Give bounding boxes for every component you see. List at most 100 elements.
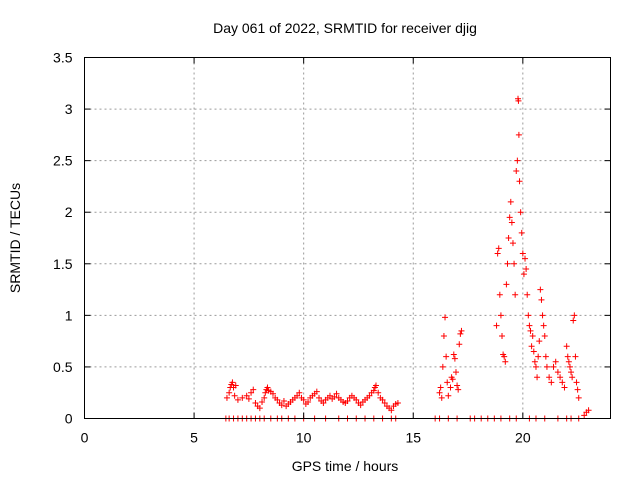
data-point xyxy=(530,348,537,355)
data-point xyxy=(503,281,510,288)
data-point xyxy=(445,392,452,399)
data-point xyxy=(294,392,301,399)
data-point xyxy=(449,376,456,383)
data-point xyxy=(452,369,459,376)
data-point xyxy=(566,363,573,370)
data-point xyxy=(226,389,233,396)
data-point xyxy=(333,390,340,397)
x-axis-label: GPS time / hours xyxy=(292,458,399,474)
data-point xyxy=(542,353,549,360)
data-point xyxy=(269,390,276,397)
data-point xyxy=(585,407,592,414)
y-tick-label: 2 xyxy=(65,204,73,220)
data-point xyxy=(546,374,553,381)
data-point xyxy=(571,312,578,319)
data-point xyxy=(575,394,582,401)
chart-title: Day 061 of 2022, SRMTID for receiver dji… xyxy=(213,20,477,36)
data-point xyxy=(513,167,520,174)
data-point xyxy=(388,407,395,414)
data-point xyxy=(505,235,512,241)
data-point xyxy=(538,296,545,303)
data-point xyxy=(525,312,532,319)
data-point xyxy=(232,382,239,389)
data-point xyxy=(541,332,548,339)
data-point xyxy=(261,394,268,401)
data-point xyxy=(550,363,557,370)
data-point xyxy=(535,353,542,360)
data-point xyxy=(517,209,524,216)
data-point xyxy=(357,402,364,409)
data-point xyxy=(280,397,287,404)
data-point xyxy=(518,229,525,236)
data-point xyxy=(440,332,447,339)
data-point xyxy=(278,402,285,409)
plot-frame xyxy=(84,57,611,419)
y-tick-label: 0 xyxy=(65,411,73,427)
y-tick-labels: 0 0.5 1 1.5 2 2.5 3 3.5 xyxy=(53,50,73,427)
x-tick-labels: 0 5 10 15 20 xyxy=(81,430,531,446)
data-point xyxy=(548,379,555,386)
data-point xyxy=(519,250,526,257)
data-point xyxy=(248,389,255,396)
data-point xyxy=(534,374,541,381)
data-point xyxy=(539,312,546,319)
data-point xyxy=(456,341,463,348)
x-tick-label: 15 xyxy=(405,430,421,446)
data-point xyxy=(300,396,307,403)
axis-ticks xyxy=(84,57,611,419)
data-point xyxy=(502,358,509,365)
data-point xyxy=(239,394,246,401)
data-point xyxy=(497,312,504,319)
data-point xyxy=(523,265,530,272)
grid-lines xyxy=(84,57,611,419)
data-point xyxy=(507,198,514,205)
data-point xyxy=(565,358,572,365)
data-point xyxy=(568,369,575,376)
data-point xyxy=(554,369,561,376)
data-point xyxy=(524,291,531,298)
data-point xyxy=(305,398,312,405)
data-point xyxy=(326,392,333,399)
y-tick-label: 3.5 xyxy=(53,50,73,66)
data-point xyxy=(557,374,564,381)
data-point xyxy=(516,178,523,185)
data-point xyxy=(572,353,579,360)
data-point xyxy=(231,392,238,399)
data-point xyxy=(375,389,382,396)
y-axis-label: SRMTID / TECUs xyxy=(7,183,23,293)
data-point xyxy=(316,394,323,401)
data-point xyxy=(499,332,506,339)
y-tick-label: 0.5 xyxy=(53,359,73,375)
data-point xyxy=(439,363,446,370)
data-point xyxy=(512,291,519,298)
data-point xyxy=(344,397,351,404)
data-point xyxy=(522,255,529,262)
data-point xyxy=(540,322,547,329)
data-point xyxy=(531,358,538,365)
data-point xyxy=(493,322,500,329)
data-point xyxy=(561,384,568,391)
data-point xyxy=(529,332,536,339)
data-point xyxy=(437,384,444,391)
data-point xyxy=(252,400,259,407)
data-point xyxy=(274,396,281,403)
y-tick-label: 3 xyxy=(65,101,73,117)
data-point xyxy=(514,157,521,164)
data-point xyxy=(509,240,516,247)
data-point xyxy=(320,400,327,407)
data-point xyxy=(457,330,464,337)
data-point xyxy=(296,389,303,396)
data-point xyxy=(245,395,252,402)
data-point xyxy=(438,394,445,401)
data-point xyxy=(526,322,533,329)
data-point xyxy=(528,343,535,350)
data-point xyxy=(353,396,360,403)
data-point xyxy=(394,400,401,407)
x-tick-label: 5 xyxy=(190,430,198,446)
data-point xyxy=(262,389,269,396)
x-tick-label: 0 xyxy=(81,430,89,446)
data-point xyxy=(381,400,388,407)
data-point xyxy=(372,382,379,389)
data-point xyxy=(501,353,508,360)
data-point xyxy=(444,379,451,386)
